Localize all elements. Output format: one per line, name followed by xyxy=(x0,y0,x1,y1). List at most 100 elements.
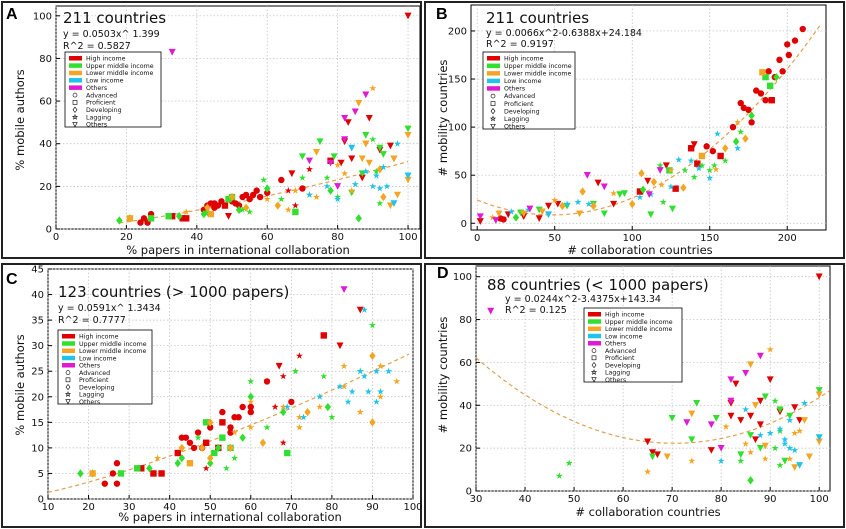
legend-label: Others xyxy=(605,377,626,384)
y-tick-label: 100 xyxy=(453,272,472,283)
legend-swatch xyxy=(69,56,82,61)
data-point xyxy=(737,99,744,107)
data-point xyxy=(247,423,255,431)
data-point xyxy=(600,210,608,218)
data-point xyxy=(672,185,679,192)
data-point xyxy=(174,449,181,457)
x-axis-label: % papers in international collaboration xyxy=(126,243,350,257)
y-tick-label: 40 xyxy=(39,139,52,150)
data-point xyxy=(394,140,401,147)
y-tick-label: 50 xyxy=(454,171,467,182)
data-point xyxy=(355,214,362,223)
data-point xyxy=(390,200,398,207)
series-high-income xyxy=(137,12,412,226)
data-point xyxy=(563,200,571,207)
series-others xyxy=(340,286,348,293)
series-upper-middle-income xyxy=(512,72,780,222)
data-point xyxy=(644,177,652,185)
legend-marker-lagging-icon xyxy=(64,390,72,397)
data-point xyxy=(176,212,183,221)
data-point xyxy=(336,382,344,390)
data-point xyxy=(351,108,359,116)
legend-label: Proficient xyxy=(86,100,116,107)
data-point xyxy=(198,443,206,453)
legend-marker-advanced-icon xyxy=(65,370,71,375)
data-point xyxy=(334,195,342,203)
data-point xyxy=(355,100,363,107)
y-tick-label: 40 xyxy=(31,290,44,301)
data-point xyxy=(555,472,563,479)
data-point xyxy=(113,460,121,467)
data-point xyxy=(495,210,503,218)
data-point xyxy=(710,161,718,169)
data-point xyxy=(393,191,401,199)
data-point xyxy=(681,166,689,174)
legend-swatch xyxy=(588,326,601,332)
data-point xyxy=(227,424,234,431)
fit-curve xyxy=(119,161,409,224)
data-point xyxy=(616,191,624,198)
legend-marker-proficient-icon xyxy=(65,377,71,383)
data-point xyxy=(348,189,356,197)
data-point xyxy=(759,69,766,76)
data-point xyxy=(306,165,313,173)
data-point xyxy=(786,455,794,462)
data-point xyxy=(377,393,385,400)
data-point xyxy=(668,414,676,422)
y-tick-label: 200 xyxy=(448,26,467,37)
legend-swatch xyxy=(588,312,601,317)
data-point xyxy=(360,306,368,313)
data-point xyxy=(745,106,752,114)
data-point xyxy=(762,96,769,104)
data-point xyxy=(756,444,764,452)
data-point xyxy=(742,440,750,447)
data-point xyxy=(351,180,359,188)
data-point xyxy=(776,425,784,432)
legend-label: Lower middle income xyxy=(86,70,154,77)
data-point xyxy=(377,388,385,395)
data-point xyxy=(757,90,765,97)
data-point xyxy=(721,157,729,164)
data-point xyxy=(182,208,190,215)
data-point xyxy=(211,449,218,457)
x-tick-label: 0 xyxy=(53,232,59,243)
legend-label: Others xyxy=(79,399,100,406)
data-point xyxy=(680,183,687,192)
data-point xyxy=(688,410,696,418)
data-point xyxy=(694,160,701,167)
data-point xyxy=(312,149,321,156)
x-axis-label: # collaboration countries xyxy=(575,505,720,519)
data-point xyxy=(140,215,148,222)
data-point xyxy=(727,376,735,384)
data-point xyxy=(348,388,356,395)
legend-label: High income xyxy=(504,56,544,63)
data-point xyxy=(776,427,784,434)
data-point xyxy=(134,465,141,472)
data-point xyxy=(279,403,287,410)
data-point xyxy=(376,199,384,207)
data-point xyxy=(298,174,306,181)
data-point xyxy=(150,470,157,477)
panel-letter: A xyxy=(6,6,18,23)
x-tick-label: 0 xyxy=(474,233,480,244)
data-point xyxy=(742,369,750,377)
data-point xyxy=(737,457,745,464)
data-point xyxy=(500,216,507,223)
data-point xyxy=(690,173,698,181)
data-point xyxy=(742,405,750,413)
data-point xyxy=(590,201,597,211)
legend-label: Others xyxy=(504,86,525,93)
data-point xyxy=(323,174,331,181)
legend-label: High income xyxy=(605,312,645,319)
y-tick-label: 100 xyxy=(33,11,52,22)
data-point xyxy=(222,464,230,472)
data-point xyxy=(693,399,701,407)
panel-A: 0 20 40 60 80 100 0 20 40 60 80 100 A 211 countries y … xyxy=(1,1,422,259)
data-point xyxy=(791,429,799,437)
x-tick-label: 30 xyxy=(470,494,483,505)
legend-swatch xyxy=(69,70,82,76)
data-point xyxy=(77,469,84,478)
legend-label: Lower middle income xyxy=(79,348,147,355)
data-point xyxy=(647,211,655,219)
